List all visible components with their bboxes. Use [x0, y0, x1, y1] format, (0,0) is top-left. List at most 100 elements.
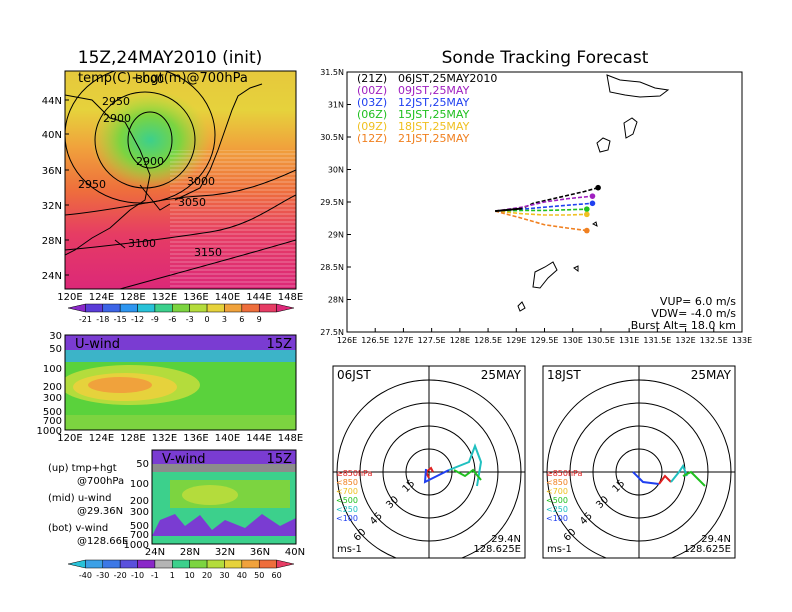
pressure-tick-label: 50	[136, 459, 149, 470]
note-up-level: @700hPa	[77, 476, 124, 487]
y-tick-label: 29N	[328, 231, 344, 240]
info-vup: VUP= 6.0 m/s	[660, 295, 736, 308]
pressure-tick-label: 300	[43, 393, 62, 404]
lat-tick-label: 40N	[285, 547, 305, 558]
note-mid-lat: @29.36N	[77, 506, 123, 517]
hodograph-date: 25MAY	[691, 368, 732, 382]
track-line	[495, 186, 599, 212]
map-frame	[64, 70, 297, 290]
colorbar-swatch	[67, 559, 86, 569]
lat-tick-label: 44N	[42, 96, 62, 107]
x-tick-label: 132.5E	[700, 336, 728, 345]
colorbar-swatch	[137, 559, 156, 569]
lat-tick-label: 40N	[42, 130, 62, 141]
note-mid: (mid) u-wind	[48, 493, 111, 504]
colorbar-swatch	[241, 559, 260, 569]
x-tick-label: 130.5E	[587, 336, 615, 345]
colorbar-swatch	[224, 559, 243, 569]
level-legend: <500	[336, 496, 358, 505]
y-tick-label: 28N	[328, 296, 344, 305]
u-wind-time: 15Z	[267, 337, 293, 352]
level-legend: <850	[336, 478, 358, 487]
legend-code: (06Z)	[357, 108, 387, 121]
legend-text: 06JST,25MAY2010	[398, 72, 497, 85]
lon-tick-label: 140E	[215, 433, 240, 444]
colorbar-label: -3	[186, 315, 194, 324]
colorbar-label: 10	[185, 571, 195, 580]
x-tick-label: 131E	[619, 336, 639, 345]
hodograph-trace	[424, 466, 434, 479]
lat-tick-label: 24N	[145, 547, 165, 558]
contour-label: 2950	[78, 178, 106, 191]
track-line	[495, 210, 587, 216]
lat-tick-label: 28N	[180, 547, 200, 558]
colorbar-swatch	[258, 559, 277, 569]
hodograph-lon: 128.625E	[683, 544, 731, 555]
level-legend: ≥850hPa	[336, 469, 373, 478]
pressure-tick-label: 200	[130, 496, 149, 507]
level-legend: <100	[546, 514, 568, 523]
hodograph-units: ms-1	[547, 544, 572, 555]
hodograph-time: 06JST	[337, 368, 371, 382]
track-endpoint	[584, 211, 590, 218]
y-tick-label: 30N	[328, 166, 344, 175]
colorbar-label: 20	[202, 571, 212, 580]
colorbar-swatch	[154, 559, 173, 569]
level-legend: <250	[336, 505, 358, 514]
lon-tick-label: 136E	[183, 292, 208, 303]
colorbar-swatch	[241, 303, 260, 313]
hodograph-trace	[632, 471, 660, 485]
colorbar-swatch	[102, 559, 121, 569]
colorbar-swatch	[206, 559, 225, 569]
colorbar-swatch	[102, 303, 121, 313]
lon-tick-label: 148E	[278, 433, 303, 444]
colorbar-swatch	[189, 559, 208, 569]
pressure-tick-label: 100	[43, 364, 62, 375]
lat-tick-label: 36N	[42, 166, 62, 177]
colorbar-swatch	[258, 303, 277, 313]
level-legend: <250	[546, 505, 568, 514]
colorbar-swatch	[119, 303, 138, 313]
contour-label: 3000	[136, 73, 164, 86]
x-tick-label: 127.5E	[418, 336, 446, 345]
contour-label: 3100	[128, 237, 156, 250]
lon-tick-label: 124E	[89, 292, 114, 303]
lon-tick-label: 148E	[278, 292, 303, 303]
colorbar-swatch	[224, 303, 243, 313]
colorbar-label: -40	[79, 571, 92, 580]
contour-labels: 3000 2950 2900 2900 2950 3000 3050 3100 3150	[78, 73, 222, 259]
legend-text: 12JST,25MAY	[398, 96, 470, 109]
colorbar-swatch	[137, 303, 156, 313]
colorbar-swatch	[276, 559, 295, 569]
lat-tick-label: 36N	[250, 547, 270, 558]
colorbar-swatch	[206, 303, 225, 313]
hodograph-trace	[670, 463, 688, 483]
y-tick-label: 29.5N	[320, 198, 344, 207]
x-tick-label: 129.5E	[531, 336, 559, 345]
track-line	[494, 210, 587, 232]
legend-text: 09JST,25MAY	[398, 84, 470, 97]
pressure-tick-label: 500	[43, 407, 62, 418]
colorbar-label: 50	[254, 571, 264, 580]
colorbar-label: -30	[96, 571, 109, 580]
hodograph-trace	[682, 470, 706, 487]
legend-text: 18JST,25MAY	[398, 120, 470, 133]
track-endpoint	[589, 200, 596, 207]
lon-tick-label: 144E	[246, 433, 271, 444]
hodograph-date: 25MAY	[481, 368, 522, 382]
pressure-tick-label: 300	[130, 507, 149, 518]
contour-label: 2900	[136, 155, 164, 168]
hodograph-trace	[453, 468, 482, 481]
x-tick-label: 128E	[450, 336, 470, 345]
level-legend: <700	[336, 487, 358, 496]
y-tick-label: 31N	[328, 101, 344, 110]
track-endpoint	[584, 227, 590, 234]
hodograph-lat: 29.4N	[491, 534, 521, 545]
x-tick-label: 126.5E	[361, 336, 389, 345]
legend-code: (03Z)	[357, 96, 387, 109]
track-endpoint	[589, 193, 596, 199]
hodograph-trace	[658, 474, 672, 485]
